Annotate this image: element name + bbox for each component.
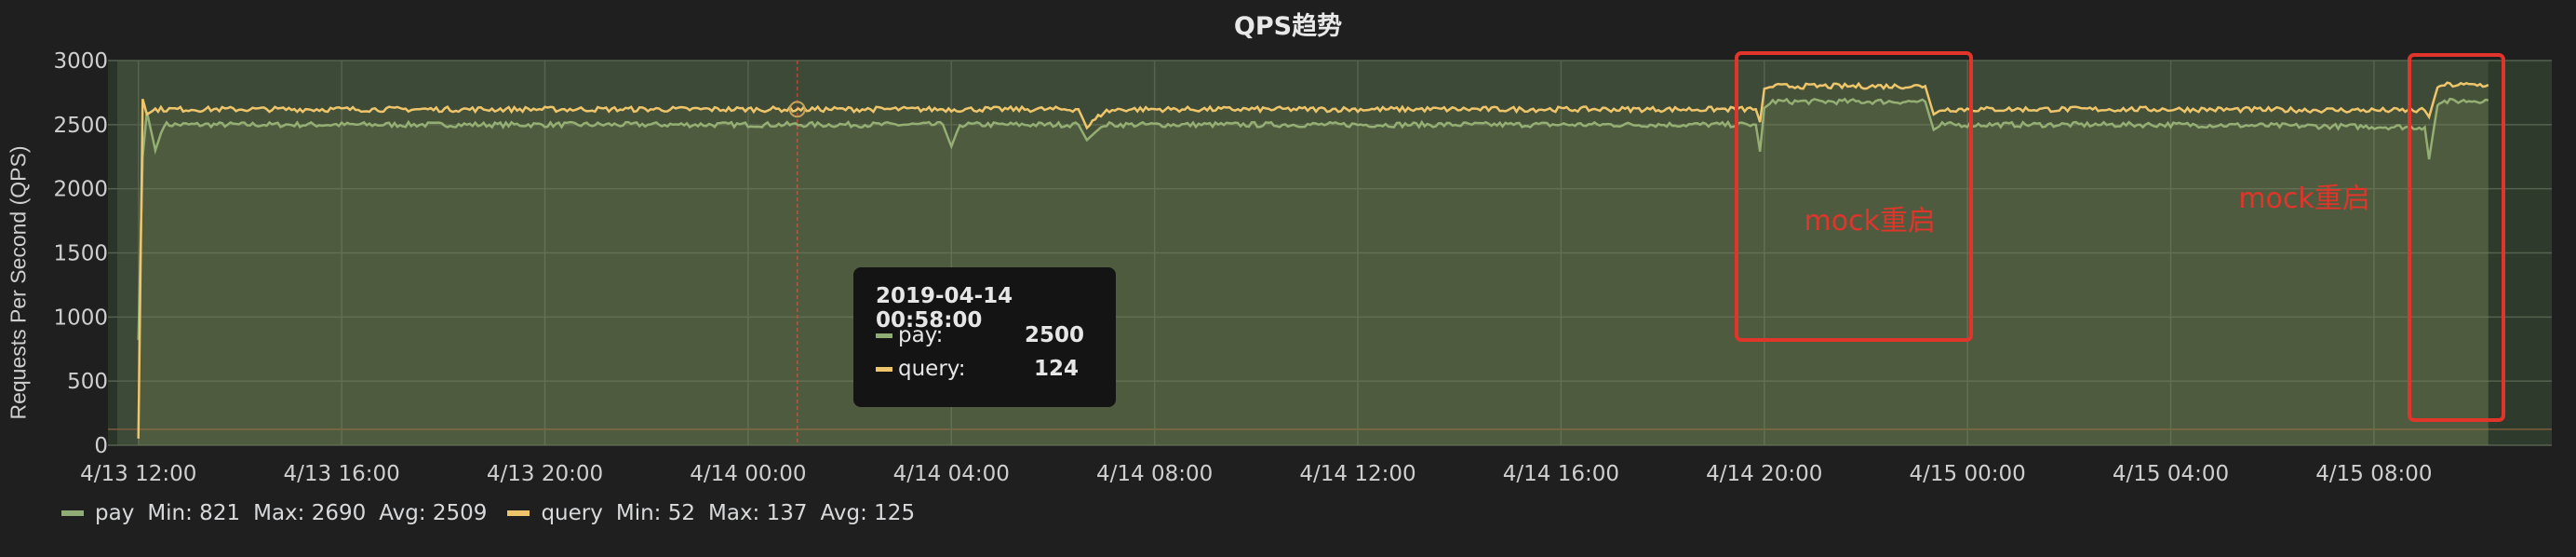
legend-query-max: Max: 137: [708, 501, 808, 525]
x-tick-label: 4/14 08:00: [1096, 462, 1213, 486]
tooltip-time: 2019-04-14 00:58:00: [876, 284, 1013, 333]
series-query-area: [138, 82, 2489, 446]
y-tick-label: 0: [94, 434, 108, 458]
x-tick-label: 4/14 12:00: [1299, 462, 1415, 486]
y-tick-label: 3000: [53, 49, 108, 74]
tooltip-query-value: 124: [1034, 357, 1080, 381]
tooltip-pay-label: pay:: [898, 323, 944, 347]
legend-query-swatch-icon: [507, 510, 530, 516]
tooltip-row-pay: pay: 2500: [876, 323, 1084, 347]
x-tick-label: 4/14 20:00: [1706, 462, 1822, 486]
x-tick-label: 4/15 00:00: [1910, 462, 2026, 486]
legend-pay-swatch-icon: [61, 510, 84, 516]
tooltip-pay-value: 2500: [1025, 323, 1085, 347]
x-tick-label: 4/14 16:00: [1503, 462, 1619, 486]
y-tick-label: 2500: [53, 114, 108, 138]
legend-pay-avg: Avg: 2509: [379, 501, 488, 525]
legend-pay-min: Min: 821: [147, 501, 241, 525]
legend-query-min: Min: 52: [615, 501, 695, 525]
panel-title: QPS趋势: [1233, 12, 1343, 41]
legend-item-pay[interactable]: pay Min: 821 Max: 2690 Avg: 2509: [61, 501, 487, 525]
legend-pay-name: pay: [95, 501, 135, 525]
chart-legend: pay Min: 821 Max: 2690 Avg: 2509 query M…: [61, 501, 935, 525]
x-tick-label: 4/13 16:00: [284, 462, 400, 486]
tooltip-query-label: query:: [898, 357, 966, 381]
series-query-line: [137, 81, 2489, 439]
pay-swatch-icon: [876, 333, 892, 338]
legend-pay-max: Max: 2690: [253, 501, 367, 525]
query-swatch-icon: [876, 367, 892, 372]
y-tick-label: 2000: [53, 178, 108, 202]
x-tick-label: 4/15 08:00: [2315, 462, 2432, 486]
annotation-box-2: [2408, 53, 2505, 422]
annotation-label-1: mock重启: [1804, 205, 1936, 238]
hover-point-marker: [788, 101, 806, 118]
y-tick-label: 1000: [53, 306, 108, 330]
x-tick-label: 4/13 20:00: [487, 462, 603, 486]
x-tick-label: 4/14 04:00: [893, 462, 1010, 486]
y-tick-label: 1500: [53, 242, 108, 266]
annotation-label-2: mock重启: [2238, 183, 2370, 215]
x-tick-label: 4/13 12:00: [80, 462, 196, 486]
hover-tooltip: 2019-04-14 00:58:00 pay: 2500 query: 124: [853, 267, 1116, 407]
legend-query-avg: Avg: 125: [820, 501, 916, 525]
x-tick-label: 4/14 00:00: [690, 462, 806, 486]
legend-item-query[interactable]: query Min: 52 Max: 137 Avg: 125: [507, 501, 915, 525]
tooltip-row-query: query: 124: [876, 357, 1079, 381]
series-pay-area: [138, 99, 2489, 445]
x-tick-label: 4/15 04:00: [2113, 462, 2229, 486]
y-tick-label: 500: [67, 370, 108, 394]
legend-query-name: query: [541, 501, 603, 525]
annotation-box-1: [1735, 51, 1974, 342]
series-pay-line: [137, 97, 2489, 341]
